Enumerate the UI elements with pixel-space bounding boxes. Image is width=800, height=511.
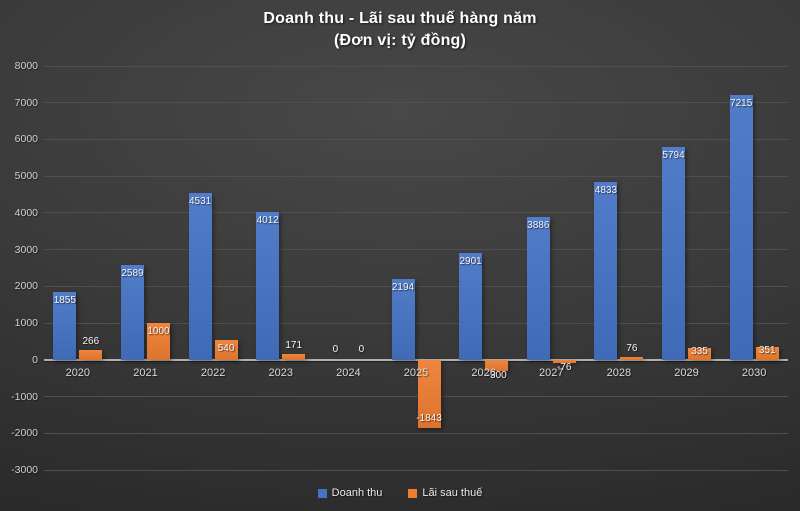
bar-doanh-thu xyxy=(662,147,686,360)
bar-value-label: 2589 xyxy=(121,267,144,279)
bar-value-label: 335 xyxy=(691,345,708,357)
bar-value-label: -76 xyxy=(557,361,572,373)
chart-title: Doanh thu - Lãi sau thuế hàng năm (Đơn v… xyxy=(0,8,800,52)
bar-doanh-thu xyxy=(188,193,212,360)
bar-value-label: 0 xyxy=(332,343,339,355)
x-axis-label: 2024 xyxy=(336,366,361,379)
bar-value-label: 4833 xyxy=(594,185,618,197)
x-axis-label: 2029 xyxy=(674,366,699,379)
y-tick-label: 3000 xyxy=(14,243,38,256)
y-tick-label: 7000 xyxy=(14,96,38,109)
y-tick-label: -3000 xyxy=(11,464,38,476)
x-axis-label: 2028 xyxy=(606,366,632,379)
y-tick-label: -2000 xyxy=(11,427,38,440)
bar-lai-sau-thue xyxy=(146,323,170,360)
chart-title-line1: Doanh thu - Lãi sau thuế hàng năm xyxy=(263,10,537,27)
bar-lai-sau-thue xyxy=(688,347,712,360)
bar-value-label: 76 xyxy=(626,343,638,355)
y-tick-label: 2000 xyxy=(14,280,38,293)
bar-value-label: 1000 xyxy=(147,326,170,338)
x-axis-label: 2026 xyxy=(471,366,496,379)
y-tick-label: 5000 xyxy=(14,170,38,183)
x-axis-label: 2030 xyxy=(741,366,767,379)
bar-value-label: -300 xyxy=(486,369,507,381)
bar-lai-sau-thue xyxy=(552,359,576,363)
bar-value-label: 171 xyxy=(285,339,303,351)
bar-value-label: 266 xyxy=(82,336,100,348)
gridline xyxy=(44,175,788,177)
bar-lai-sau-thue xyxy=(417,359,441,428)
bar-doanh-thu xyxy=(53,291,77,360)
gridline xyxy=(44,65,788,67)
y-tick-label: 6000 xyxy=(14,133,38,146)
y-tick-label: 0 xyxy=(32,353,38,366)
legend: Doanh thu Lãi sau thuế xyxy=(0,487,800,499)
y-tick-label: 4000 xyxy=(14,206,38,219)
bar-value-label: -1843 xyxy=(416,412,442,424)
gridline xyxy=(44,322,788,324)
bar-value-label: 540 xyxy=(217,342,235,354)
legend-swatch-doanh-thu xyxy=(317,488,327,498)
bar-doanh-thu xyxy=(459,253,483,360)
bar-value-label: 1855 xyxy=(53,294,76,306)
bar-value-label: 3886 xyxy=(527,220,550,232)
bar-value-label: 7215 xyxy=(730,97,753,109)
bar-doanh-thu xyxy=(729,94,753,360)
gridline xyxy=(44,249,788,251)
bar-value-label: 2194 xyxy=(391,282,415,294)
bar-value-label: 0 xyxy=(358,343,365,355)
legend-label-doanh-thu: Doanh thu xyxy=(331,487,383,499)
bar-lai-sau-thue xyxy=(79,350,103,360)
bar-doanh-thu xyxy=(594,182,618,360)
bar-doanh-thu xyxy=(526,217,550,360)
bar-doanh-thu xyxy=(256,212,280,360)
bar-lai-sau-thue xyxy=(620,357,644,360)
y-tick-label: 1000 xyxy=(14,317,38,330)
gridline xyxy=(44,212,788,214)
x-axis-label: 2023 xyxy=(268,366,293,379)
bar-lai-sau-thue xyxy=(755,346,779,360)
x-axis-label: 2027 xyxy=(539,366,564,379)
gridline xyxy=(44,138,788,140)
gridline xyxy=(44,432,788,434)
bar-lai-sau-thue xyxy=(214,339,238,360)
legend-label-lai-sau-thue: Lãi sau thuế xyxy=(422,487,483,499)
y-tick-label: -1000 xyxy=(11,390,38,403)
bar-value-label: 351 xyxy=(758,344,776,356)
bar-value-label: 5794 xyxy=(662,150,685,162)
chart-title-line2: (Đơn vị: tỷ đồng) xyxy=(333,32,467,49)
gridline xyxy=(44,285,788,287)
gridline xyxy=(44,102,788,104)
gridline xyxy=(44,469,788,471)
x-axis-label: 2025 xyxy=(403,366,429,379)
x-axis-label: 2021 xyxy=(133,366,158,379)
bar-lai-sau-thue xyxy=(485,359,509,371)
x-axis-label: 2022 xyxy=(200,366,226,379)
bar-value-label: 2901 xyxy=(459,256,482,268)
bar-lai-sau-thue xyxy=(282,353,306,360)
gridline xyxy=(44,396,788,398)
legend-swatch-lai-sau-thue xyxy=(408,488,418,498)
x-axis-label: 2020 xyxy=(65,366,91,379)
legend-item-lai-sau-thue: Lãi sau thuế xyxy=(408,487,482,499)
legend-item-doanh-thu: Doanh thu xyxy=(317,487,383,499)
y-tick-label: 8000 xyxy=(14,60,38,72)
bar-value-label: 4012 xyxy=(256,215,279,227)
bar-doanh-thu xyxy=(391,279,415,360)
bar-value-label: 4531 xyxy=(188,196,212,208)
x-axis-line xyxy=(44,358,788,361)
bar-doanh-thu xyxy=(120,264,144,360)
